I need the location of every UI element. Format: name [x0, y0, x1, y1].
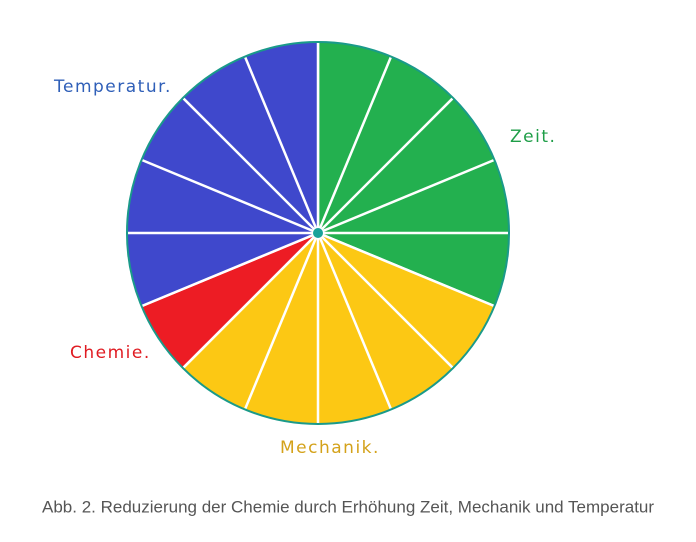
- slice-divider: [243, 232, 320, 410]
- slice-divider: [316, 56, 393, 234]
- slice-divider: [182, 97, 319, 234]
- caption: Abb. 2. Reduzierung der Chemie durch Erh…: [42, 497, 654, 516]
- pie-slice: [182, 233, 495, 425]
- slice-label: Zeit.: [510, 127, 556, 147]
- slice-divider: [317, 232, 454, 369]
- slice-divider: [317, 158, 495, 235]
- slice-label: Temperatur.: [53, 77, 172, 97]
- slice-divider: [141, 231, 319, 308]
- slice-label: Mechanik.: [280, 438, 380, 458]
- slice-divider: [317, 97, 454, 234]
- slice-divider: [182, 232, 319, 369]
- slice-divider: [243, 56, 320, 234]
- slice-label: Chemie.: [70, 343, 151, 363]
- slice-divider: [317, 231, 495, 308]
- slice-divider: [141, 158, 319, 235]
- slice-divider: [316, 232, 393, 410]
- pie-slice: [141, 233, 318, 369]
- pie-center: [313, 228, 323, 238]
- pie-outline: [126, 41, 510, 425]
